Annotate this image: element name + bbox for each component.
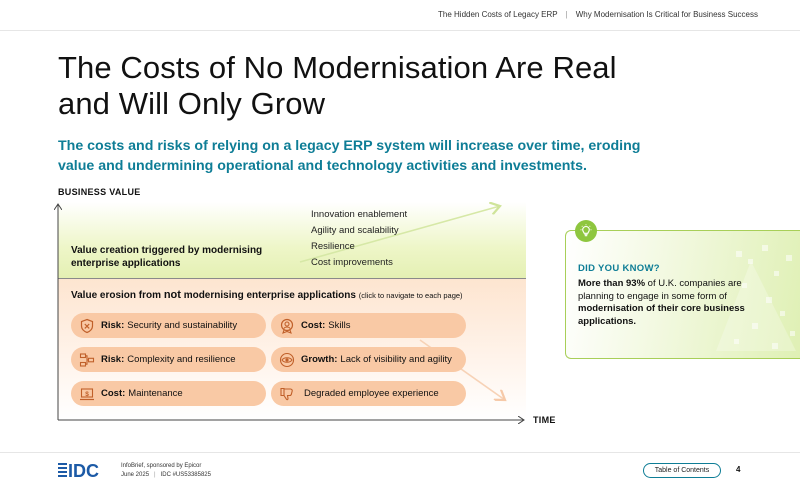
benefit-item: Agility and scalability — [311, 225, 399, 236]
baseline-divider — [58, 278, 526, 279]
shield-icon — [79, 318, 95, 334]
footer-info: InfoBrief, sponsored by Epicor June 2025… — [121, 462, 211, 480]
pill-cost-skills[interactable]: Cost: Skills — [271, 313, 466, 338]
dyk-stat: More than 93% — [578, 278, 646, 289]
pill-label-bold: Cost: — [101, 388, 126, 399]
dyk-text-emphasis: modernisation of their core business app… — [578, 303, 745, 327]
footer-sponsor: InfoBrief, sponsored by Epicor — [121, 463, 202, 469]
eye-icon — [279, 352, 295, 368]
footer-doc-id: IDC #US53385825 — [160, 472, 211, 478]
breadcrumb: The Hidden Costs of Legacy ERP | Why Moder… — [438, 10, 758, 19]
pill-label-bold: Risk: — [101, 354, 125, 365]
dyk-text-middle: of U.K. companies are planning to engage… — [578, 278, 742, 302]
value-erosion-label: Value erosion from not modernising enter… — [71, 289, 463, 301]
thumbs-down-icon — [279, 386, 295, 402]
benefits-list: Innovation enablement Agility and scalab… — [311, 207, 407, 271]
value-creation-zone — [58, 202, 526, 278]
pill-growth-visibility[interactable]: Growth: Lack of visibility and agility — [271, 347, 466, 372]
pill-risk-complexity[interactable]: Risk: Complexity and resilience — [71, 347, 266, 372]
y-axis-label: BUSINESS VALUE — [58, 187, 141, 197]
svg-text:$: $ — [85, 390, 89, 397]
pill-label: Complexity and resilience — [127, 354, 236, 365]
page-title-line-2: and Will Only Grow — [58, 86, 326, 121]
breadcrumb-doc-title[interactable]: The Hidden Costs of Legacy ERP — [438, 10, 558, 19]
pill-cost-maintenance[interactable]: $ Cost: Maintenance — [71, 381, 266, 406]
page-subtitle: The costs and risks of relying on a lega… — [58, 138, 641, 174]
breadcrumb-separator: | — [565, 10, 568, 19]
did-you-know-card — [565, 230, 800, 359]
breadcrumb-section[interactable]: Why Modernisation Is Critical for Busine… — [575, 10, 758, 19]
footer-separator: | — [154, 472, 156, 478]
x-axis-label: TIME — [533, 415, 556, 425]
lightbulb-icon — [575, 220, 597, 242]
top-bar: The Hidden Costs of Legacy ERP | Why Moder… — [0, 0, 800, 31]
laptop-dollar-icon: $ — [79, 386, 95, 402]
value-erosion-prefix: Value erosion from — [71, 290, 164, 301]
page-number: 4 — [736, 465, 741, 474]
pill-risk-security[interactable]: Risk: Security and sustainability — [71, 313, 266, 338]
pill-label: Skills — [328, 320, 351, 331]
network-icon — [79, 352, 95, 368]
pill-label: Degraded employee experience — [304, 388, 439, 399]
pill-label: Maintenance — [128, 388, 183, 399]
svg-text:IDC: IDC — [68, 461, 99, 480]
pill-label: Security and sustainability — [127, 320, 238, 331]
benefit-item: Cost improvements — [311, 257, 393, 268]
value-erosion-emphasis: not — [163, 289, 181, 301]
decorative-pattern — [716, 245, 796, 351]
value-creation-label: Value creation triggered by modernising … — [71, 245, 263, 269]
benefit-item: Resilience — [311, 241, 355, 252]
idc-logo: IDC — [58, 460, 110, 485]
pill-employee-experience[interactable]: Degraded employee experience — [271, 381, 466, 406]
pill-label-bold: Risk: — [101, 320, 125, 331]
did-you-know-heading: DID YOU KNOW? — [578, 263, 660, 274]
table-of-contents-button[interactable]: Table of Contents — [643, 463, 721, 478]
page-title: The Costs of No Modernisation Are Real a… — [58, 50, 698, 122]
pill-label-bold: Growth: — [301, 354, 338, 365]
pill-label: Lack of visibility and agility — [340, 354, 452, 365]
benefit-item: Innovation enablement — [311, 209, 408, 220]
growth-trend-arrow — [299, 206, 500, 263]
pill-label-bold: Cost: — [301, 320, 326, 331]
value-erosion-suffix: modernising enterprise applications — [180, 290, 356, 301]
skills-badge-icon — [279, 318, 295, 334]
value-erosion-note: (click to navigate to each page) — [358, 291, 463, 300]
did-you-know-text: More than 93% of U.K. companies are plan… — [578, 278, 748, 328]
footer-divider — [0, 452, 800, 453]
page-title-line-1: The Costs of No Modernisation Are Real — [58, 50, 617, 85]
footer-date: June 2025 — [121, 472, 150, 478]
